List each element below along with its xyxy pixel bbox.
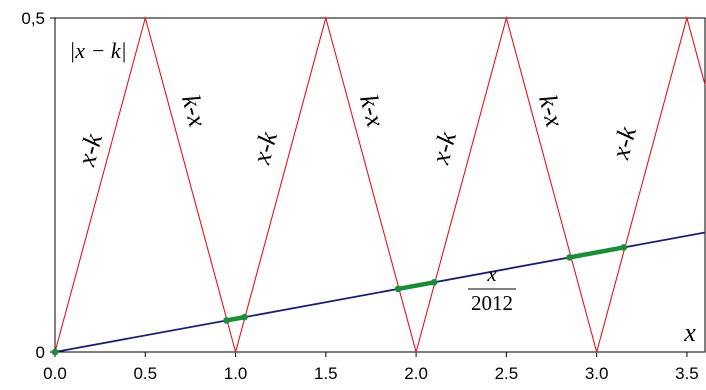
- intersection-point: [51, 348, 59, 356]
- intersection-point: [394, 285, 402, 293]
- segment-label: k-x: [176, 92, 212, 131]
- segment-label: x-k: [425, 128, 462, 168]
- axes: 0.0 0.5 1.0 1.5 2.0 2.5 3.0 3.5 0 0,5 x: [21, 9, 706, 383]
- points-layer: [51, 244, 628, 356]
- x-tick-label: 3.0: [585, 364, 609, 383]
- x-axis-label: x: [683, 318, 696, 347]
- x-tick-label: 0.0: [43, 364, 67, 383]
- intersection-point: [430, 278, 438, 286]
- highlight-segment: [395, 280, 437, 292]
- x-tick-label: 1.0: [224, 364, 248, 383]
- x-tick-label: 2.0: [404, 364, 428, 383]
- intersection-point: [566, 254, 573, 261]
- x-tick-label: 1.5: [314, 364, 338, 383]
- intersection-point: [223, 317, 230, 324]
- abs-value-label: |x − k|: [69, 38, 126, 63]
- segment-label: k-x: [533, 92, 569, 131]
- x-tick-label: 2.5: [495, 364, 519, 383]
- segment-label: x-k: [605, 123, 642, 163]
- x-tick-label: 0.5: [133, 364, 157, 383]
- series-layer: [54, 15, 706, 355]
- x-tick-label: 3.5: [675, 364, 699, 383]
- intersection-point: [241, 313, 248, 321]
- labels-layer: x-k k-x x-k k-x x-k k-x x-k |x − k| x 2012: [69, 38, 642, 315]
- y-tick-label: 0,5: [21, 9, 45, 28]
- intersection-point: [620, 244, 628, 251]
- fraction-numerator: x: [486, 262, 497, 286]
- fraction-denominator: 2012: [471, 291, 513, 315]
- series-line-0: [54, 15, 706, 355]
- plot-frame: [54, 17, 706, 353]
- highlight-segment: [567, 245, 626, 260]
- segment-label: x-k: [246, 128, 283, 168]
- segment-label: x-k: [71, 130, 108, 170]
- y-tick-label: 0: [36, 343, 45, 362]
- segment-label: k-x: [354, 92, 390, 131]
